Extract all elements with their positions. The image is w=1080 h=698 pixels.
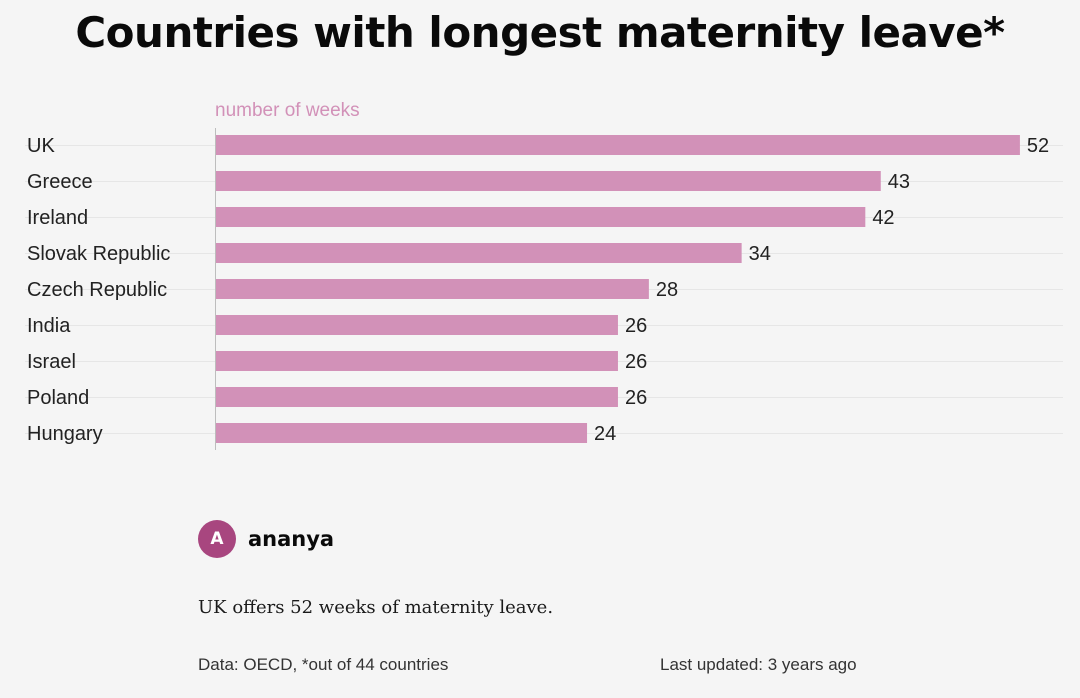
value-label-czech-republic: 28 [656,279,678,301]
value-label-poland: 26 [625,387,647,409]
author-block: A ananya [198,520,334,558]
bar-india[interactable] [216,315,618,335]
bar-ireland[interactable] [216,207,866,227]
data-source: Data: OECD, *out of 44 countries [198,655,449,674]
category-label-slovak-republic: Slovak Republic [27,243,170,265]
value-label-ireland: 42 [872,207,894,229]
bar-greece[interactable] [216,171,881,191]
bar-hungary[interactable] [216,423,588,443]
category-label-hungary: Hungary [27,423,103,445]
bar-chart: number of weeks UK 52 Greece 43 Ireland 42 Slo… [25,100,1063,450]
avatar[interactable]: A [198,520,236,558]
chart-description: UK offers 52 weeks of maternity leave. [198,597,554,618]
category-label-israel: Israel [27,351,76,373]
value-label-greece: 43 [888,171,910,193]
category-label-ireland: Ireland [27,207,88,229]
bar-slovak-republic[interactable] [216,243,742,263]
chart-title: Countries with longest maternity leave* [75,8,1005,57]
category-label-greece: Greece [27,171,93,193]
bars: UK 52 Greece 43 Ireland 42 Slovak Republic 34 Cz… [27,135,1049,445]
bar-poland[interactable] [216,387,618,407]
bar-uk[interactable] [216,135,1020,155]
value-label-uk: 52 [1027,135,1049,157]
value-label-india: 26 [625,315,647,337]
bar-israel[interactable] [216,351,618,371]
author-name[interactable]: ananya [248,527,335,551]
value-label-israel: 26 [625,351,647,373]
value-label-hungary: 24 [594,423,616,445]
unit-label: number of weeks [215,100,360,121]
value-label-slovak-republic: 34 [749,243,771,265]
last-updated: Last updated: 3 years ago [660,655,857,674]
category-label-poland: Poland [27,387,89,409]
category-label-uk: UK [27,135,55,157]
bar-czech-republic[interactable] [216,279,649,299]
category-label-india: India [27,315,71,337]
category-label-czech-republic: Czech Republic [27,279,167,301]
